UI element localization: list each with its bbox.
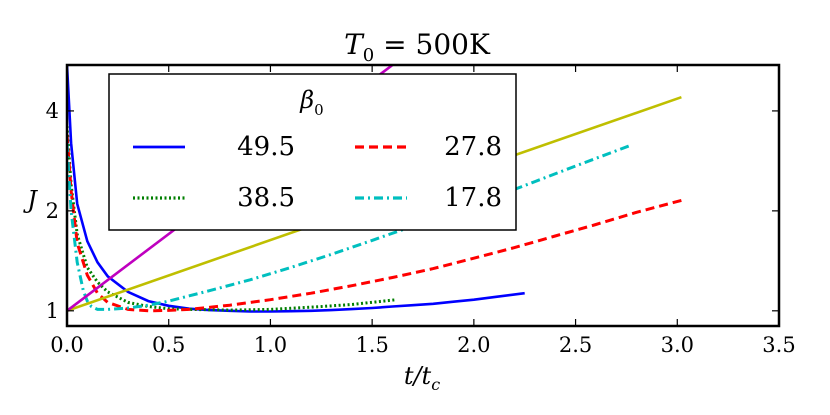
x-tick-label: 2.0 bbox=[457, 333, 490, 357]
legend-box bbox=[108, 73, 517, 231]
title-sub: 0 bbox=[363, 45, 374, 66]
x-tick-label: 2.5 bbox=[559, 333, 592, 357]
x-tick-label: 3.5 bbox=[762, 333, 795, 357]
x-label-main: t/t bbox=[404, 362, 432, 390]
legend: β0 49.5 38.5 27.8 17.8 bbox=[108, 73, 517, 231]
chart-title: T0 = 500K bbox=[344, 28, 491, 66]
plot-frame bbox=[65, 63, 781, 328]
title-rest: = 500K bbox=[374, 28, 491, 61]
ticks-layer: 0.0 0.5 1.0 1.5 2.0 2.5 3.0 3.5 1 2 4 bbox=[46, 65, 796, 357]
y-tick-label: 2 bbox=[46, 199, 59, 223]
legend-label-38-5: 38.5 bbox=[237, 183, 295, 213]
legend-label-17-8: 17.8 bbox=[444, 183, 502, 213]
y-tick-label: 4 bbox=[46, 99, 59, 123]
x-tick-label: 3.0 bbox=[661, 333, 694, 357]
legend-title-main: β bbox=[299, 86, 314, 114]
y-tick-label: 1 bbox=[46, 299, 59, 323]
series-line-49-5 bbox=[67, 65, 525, 313]
legend-label-49-5: 49.5 bbox=[237, 132, 295, 162]
legend-title-sub: 0 bbox=[314, 101, 324, 119]
legend-label-27-8: 27.8 bbox=[444, 132, 502, 162]
x-tick-label: 0.5 bbox=[152, 333, 185, 357]
x-label-sub: c bbox=[431, 375, 440, 394]
x-tick-label: 1.0 bbox=[254, 333, 287, 357]
legend-title: β0 bbox=[299, 86, 323, 119]
x-tick-label: 1.5 bbox=[355, 333, 388, 357]
title-base: T bbox=[344, 28, 365, 61]
x-axis-label: t/tc bbox=[404, 362, 440, 394]
x-tick-label: 0.0 bbox=[50, 333, 83, 357]
y-axis-label: J bbox=[22, 186, 38, 214]
